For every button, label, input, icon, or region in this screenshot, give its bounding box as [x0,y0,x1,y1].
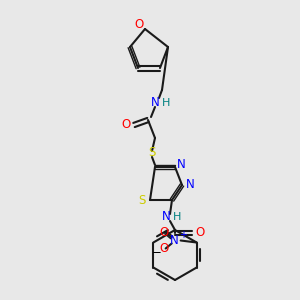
Text: −: − [152,246,162,259]
Text: O: O [134,19,144,32]
Text: S: S [138,194,146,206]
Text: N: N [186,178,194,191]
Text: N: N [162,211,170,224]
Text: O: O [159,226,168,239]
Text: S: S [148,146,156,160]
Text: O: O [159,242,168,255]
Text: H: H [173,212,181,222]
Text: N: N [151,97,159,110]
Text: +: + [179,230,187,241]
Text: N: N [170,234,179,247]
Text: O: O [195,226,205,239]
Text: N: N [177,158,185,172]
Text: H: H [162,98,170,108]
Text: O: O [122,118,130,131]
